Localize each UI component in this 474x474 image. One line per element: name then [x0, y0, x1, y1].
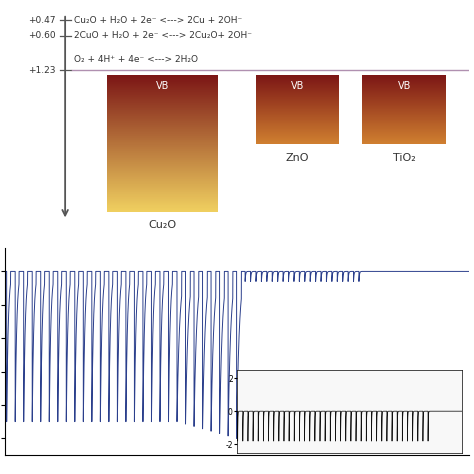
- Text: Cu₂O: Cu₂O: [149, 220, 177, 230]
- Text: +1.23: +1.23: [28, 66, 56, 75]
- Text: +0.60: +0.60: [28, 31, 56, 40]
- Text: VB: VB: [291, 81, 304, 91]
- Text: TiO₂: TiO₂: [393, 153, 416, 163]
- Text: Cu₂O + H₂O + 2e⁻ <---> 2Cu + 2OH⁻: Cu₂O + H₂O + 2e⁻ <---> 2Cu + 2OH⁻: [74, 16, 243, 25]
- Text: VB: VB: [398, 81, 411, 91]
- Text: ZnO: ZnO: [286, 153, 309, 163]
- Text: +0.47: +0.47: [28, 16, 56, 25]
- Text: O₂ + 4H⁺ + 4e⁻ <---> 2H₂O: O₂ + 4H⁺ + 4e⁻ <---> 2H₂O: [74, 55, 199, 64]
- Text: VB: VB: [156, 81, 169, 91]
- Text: 2CuO + H₂O + 2e⁻ <---> 2Cu₂O+ 2OH⁻: 2CuO + H₂O + 2e⁻ <---> 2Cu₂O+ 2OH⁻: [74, 31, 253, 40]
